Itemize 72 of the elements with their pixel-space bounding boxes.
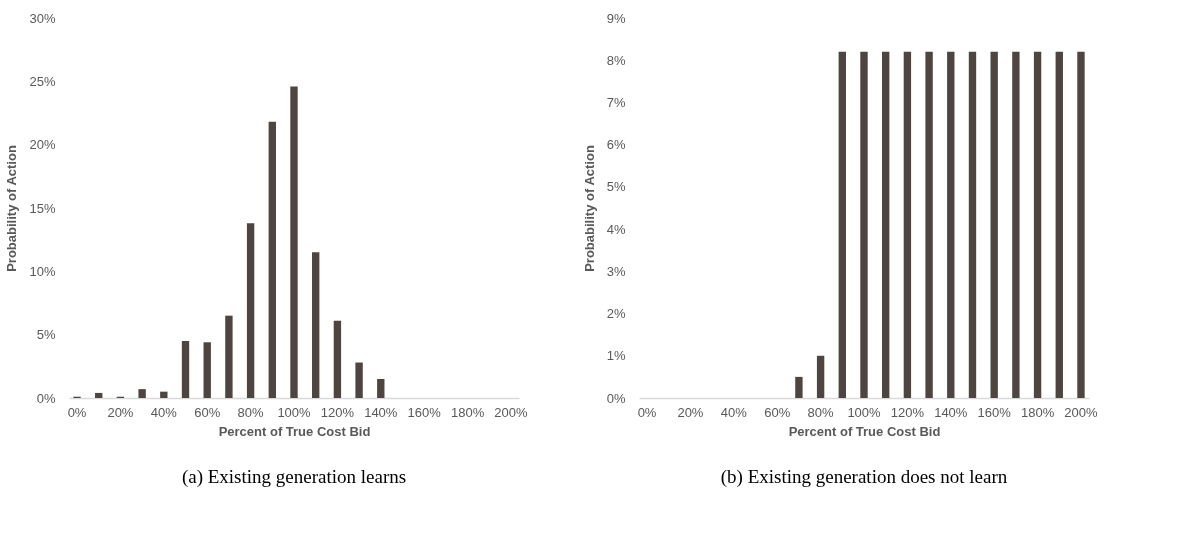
- bar: [1077, 51, 1085, 398]
- x-tick-label: 180%: [450, 404, 485, 420]
- x-tick-label: 60%: [194, 404, 221, 420]
- x-tick-label: 120%: [890, 404, 925, 420]
- y-tick-label: 25%: [29, 73, 56, 89]
- y-axis-title: Probability of Action: [4, 145, 20, 272]
- y-tick-label: 2%: [606, 306, 626, 322]
- x-tick-label: 0%: [637, 404, 657, 420]
- y-tick-label: 9%: [606, 10, 626, 26]
- bar: [1012, 51, 1020, 398]
- bar: [355, 362, 363, 398]
- x-tick-label: 0%: [67, 404, 87, 420]
- bar: [290, 86, 298, 398]
- bar: [990, 51, 998, 398]
- x-tick-label: 40%: [150, 404, 178, 420]
- bar: [1055, 51, 1063, 398]
- y-tick-label: 0%: [606, 390, 626, 406]
- x-tick-label: 140%: [934, 404, 968, 420]
- bar: [160, 391, 168, 398]
- x-tick-label: 100%: [847, 404, 882, 420]
- x-tick-label: 200%: [1064, 404, 1099, 420]
- x-tick-label: 200%: [494, 404, 529, 420]
- x-tick-label: 60%: [764, 404, 791, 420]
- bar: [925, 51, 933, 398]
- text: (a) Existing generation learns: [181, 466, 407, 488]
- x-tick-label: 20%: [107, 404, 134, 420]
- y-tick-label: 3%: [606, 263, 626, 279]
- y-tick-label: 8%: [606, 52, 626, 68]
- x-tick-label: 160%: [407, 404, 442, 420]
- y-tick-label: 5%: [36, 327, 56, 343]
- bar: [1033, 51, 1042, 398]
- bar: [903, 51, 912, 398]
- y-tick-label: 30%: [29, 10, 56, 26]
- bar: [968, 51, 977, 398]
- y-tick-label: 1%: [606, 348, 626, 364]
- bar: [860, 51, 868, 398]
- x-tick-label: 160%: [977, 404, 1012, 420]
- y-axis-title: Probability of Action: [581, 145, 597, 272]
- x-tick-label: 40%: [720, 404, 748, 420]
- bar: [203, 342, 211, 398]
- bar: [838, 51, 846, 398]
- x-tick-label: 20%: [677, 404, 704, 420]
- x-tick-label: 180%: [1020, 404, 1055, 420]
- bar: [377, 379, 385, 398]
- x-tick-label: 100%: [277, 404, 312, 420]
- y-tick-label: 4%: [606, 221, 626, 237]
- bar: [882, 51, 890, 398]
- x-tick-label: 120%: [320, 404, 355, 420]
- y-tick-label: 6%: [606, 137, 626, 153]
- bar: [181, 341, 190, 398]
- bar: [312, 252, 320, 398]
- y-tick-label: 10%: [29, 263, 56, 279]
- y-tick-label: 5%: [606, 179, 626, 195]
- text: (b) Existing generation does not learn: [720, 466, 1008, 488]
- x-tick-label: 80%: [237, 404, 265, 420]
- x-tick-label: 140%: [364, 404, 398, 420]
- x-axis-title: Percent of True Cost Bid: [218, 423, 371, 439]
- bar: [947, 51, 955, 398]
- bar: [816, 355, 825, 398]
- y-tick-label: 7%: [606, 94, 626, 110]
- bar: [795, 376, 803, 398]
- bar: [268, 121, 276, 398]
- x-axis-title: Percent of True Cost Bid: [788, 423, 941, 439]
- bar: [138, 389, 146, 398]
- y-tick-label: 20%: [29, 137, 56, 153]
- y-tick-label: 0%: [36, 390, 56, 406]
- bar: [225, 315, 233, 398]
- bar: [333, 320, 342, 398]
- bar: [246, 223, 255, 398]
- y-tick-label: 15%: [29, 200, 56, 216]
- bar: [95, 392, 103, 398]
- x-tick-label: 80%: [807, 404, 835, 420]
